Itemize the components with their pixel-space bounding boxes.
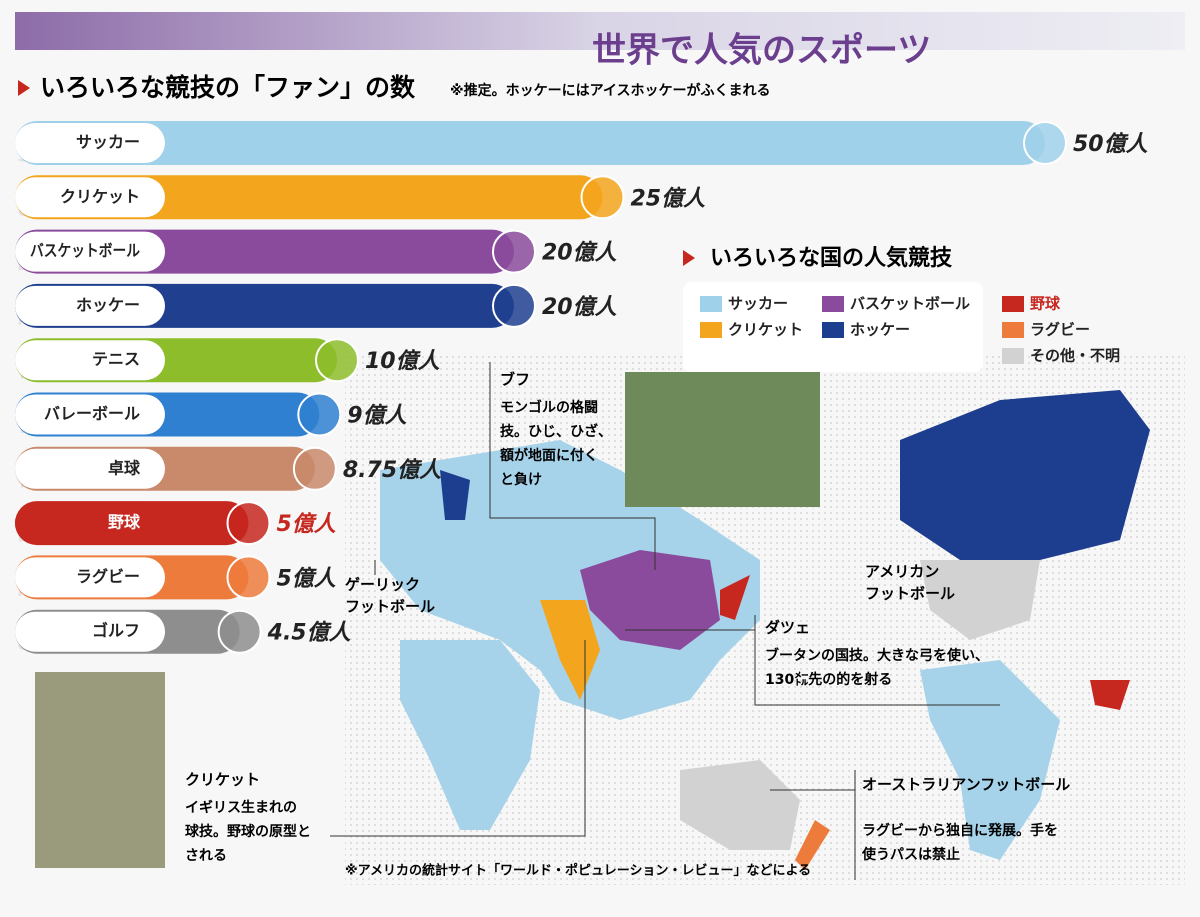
- legend-label: サッカー: [728, 295, 788, 313]
- value-label: 20億人: [542, 241, 618, 266]
- chart-subtitle: ※推定。ホッケーにはアイスホッケーがふくまれる: [450, 82, 771, 99]
- photo-cricket: [35, 672, 165, 868]
- legend-swatch: [1002, 322, 1024, 338]
- callout-text: される: [185, 848, 227, 864]
- category-pill: [15, 340, 165, 381]
- header-band: [15, 12, 1185, 50]
- category-label: ホッケー: [76, 295, 140, 314]
- legend-swatch: [1002, 296, 1024, 312]
- value-label: 5億人: [277, 512, 337, 537]
- category-pill: [15, 123, 165, 163]
- callout-title: オーストラリアンフットボール: [862, 776, 1070, 794]
- callout-text: と負け: [500, 471, 542, 488]
- callout-title: クリケット: [185, 771, 260, 789]
- bar: [15, 175, 603, 220]
- category-pill: [15, 231, 165, 272]
- chart-title: いろいろな競技の「ファン」の数: [40, 73, 416, 102]
- category-label: 卓球: [108, 458, 141, 477]
- ball-icon: [492, 283, 536, 328]
- value-label: 9億人: [347, 404, 407, 429]
- legend-label: バスケットボール: [850, 295, 970, 313]
- category-pill: [15, 503, 165, 544]
- source-note: ※アメリカの統計サイト「ワールド・ポピュレーション・レビュー」などによる: [345, 863, 811, 879]
- category-pill: [15, 394, 165, 435]
- legend-swatch: [822, 296, 844, 312]
- value-label: 5億人: [277, 566, 337, 591]
- callout-lines: [330, 362, 1000, 880]
- category-label: テニス: [92, 350, 140, 369]
- ball-icon: [492, 229, 536, 274]
- legend-label: ホッケー: [850, 321, 910, 339]
- callout-title: ブフ: [500, 371, 530, 389]
- legend-swatch: [700, 322, 722, 338]
- value-label: 4.5億人: [267, 621, 352, 646]
- callout-text: イギリス生まれの: [185, 799, 297, 816]
- map-label: ゲーリック: [345, 576, 420, 594]
- callout-text: 額が地面に付く: [499, 447, 598, 464]
- value-label: 20億人: [542, 295, 618, 320]
- category-label: サッカー: [76, 133, 140, 152]
- photo-bukh: [625, 372, 820, 507]
- legend-label: 野球: [1030, 295, 1061, 313]
- ball-icon: [217, 609, 262, 654]
- ball-icon: [297, 392, 342, 437]
- legend-swatch: [700, 296, 722, 312]
- ball-icon: [226, 555, 271, 600]
- category-label: バレーボール: [44, 404, 140, 423]
- value-label: 10億人: [365, 349, 441, 374]
- category-label: 野球: [108, 513, 141, 532]
- category-label: ゴルフ: [92, 621, 140, 640]
- map-label: アメリカン: [865, 563, 939, 581]
- legend-label: クリケット: [728, 321, 803, 339]
- page-title: 世界で人気のスポーツ: [592, 31, 931, 71]
- category-pill: [15, 557, 165, 598]
- callout-text: ラグビーから独自に発展。手を: [862, 822, 1058, 839]
- ball-icon: [226, 501, 271, 546]
- section-marker: [18, 80, 30, 96]
- callout-text: 130㍍先の的を射る: [765, 671, 892, 688]
- ball-icon: [1023, 121, 1067, 165]
- ball-icon: [315, 338, 359, 383]
- category-pill: [15, 285, 165, 326]
- callout-text: 使うパスは禁止: [861, 846, 960, 863]
- callout-text: モンゴルの格闘: [500, 399, 598, 416]
- map-title: いろいろな国の人気競技: [710, 245, 953, 271]
- map-label: フットボール: [345, 598, 435, 616]
- world-map: [380, 390, 1150, 870]
- bar: [15, 121, 1045, 165]
- value-label: 50億人: [1073, 132, 1149, 157]
- callout-text: ブータンの国技。大きな弓を使い、: [765, 647, 989, 664]
- value-label: 25億人: [631, 186, 707, 211]
- map-label: フットボール: [865, 585, 955, 603]
- category-label: クリケット: [60, 187, 140, 206]
- category-label: ラグビー: [76, 567, 140, 586]
- section-marker: [683, 250, 695, 266]
- callout-text: 技。ひじ、ひざ、: [500, 423, 612, 440]
- callout-text: 球技。野球の原型と: [185, 823, 311, 840]
- category-label: バスケットボール: [30, 241, 140, 260]
- value-label: 8.75億人: [343, 458, 442, 483]
- legend-swatch: [822, 322, 844, 338]
- ball-icon: [292, 446, 337, 491]
- category-pill: [15, 611, 165, 652]
- category-pill: [15, 448, 165, 489]
- category-pill: [15, 177, 165, 218]
- legend-label: ラグビー: [1030, 321, 1090, 339]
- ball-icon: [580, 175, 625, 220]
- legend-label: その他・不明: [1030, 347, 1120, 365]
- legend-swatch: [1002, 348, 1024, 364]
- callout-title: ダツェ: [765, 619, 810, 637]
